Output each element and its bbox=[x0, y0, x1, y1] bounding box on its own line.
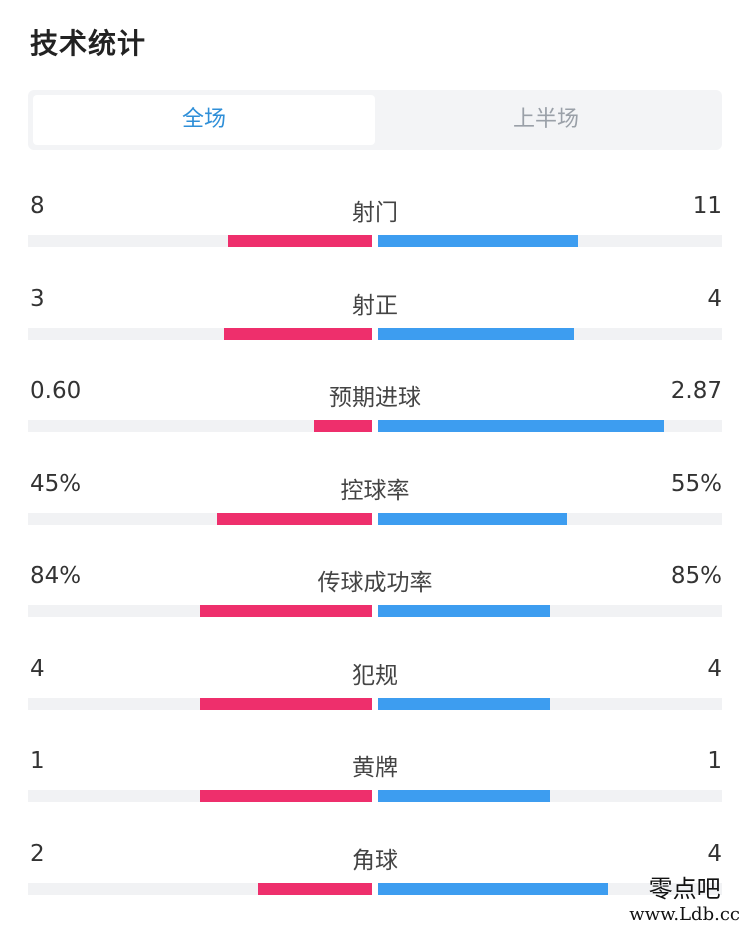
away-bar bbox=[378, 512, 567, 525]
watermark: 零点吧 www.Ldb.cc bbox=[629, 874, 740, 926]
away-value: 85% bbox=[670, 563, 722, 589]
away-value: 11 bbox=[692, 193, 722, 219]
away-bar-track bbox=[378, 327, 722, 340]
stat-row: 84% 传球成功率 85% bbox=[0, 563, 750, 643]
home-value: 84% bbox=[30, 563, 82, 589]
home-bar bbox=[200, 790, 372, 802]
away-bar bbox=[378, 790, 550, 802]
home-bar-track bbox=[28, 512, 372, 525]
home-bar-track bbox=[28, 790, 372, 802]
home-bar-track bbox=[28, 605, 372, 617]
stat-name: 射正 bbox=[352, 292, 398, 319]
away-value: 55% bbox=[670, 470, 722, 497]
away-bar bbox=[378, 882, 608, 895]
away-bar bbox=[378, 327, 574, 340]
home-bar-track bbox=[28, 327, 372, 340]
away-value: 1 bbox=[707, 748, 722, 774]
home-bar bbox=[200, 605, 372, 617]
away-bar-track bbox=[378, 235, 722, 247]
home-bar-track bbox=[28, 235, 372, 247]
home-value: 3 bbox=[30, 285, 45, 312]
away-bar-track bbox=[378, 697, 722, 710]
stat-row: 8 射门 11 bbox=[0, 193, 750, 273]
period-tabs: 全场 上半场 bbox=[28, 90, 722, 150]
stat-row: 45% 控球率 55% bbox=[0, 471, 750, 551]
away-value: 4 bbox=[707, 285, 722, 312]
stat-name: 犯规 bbox=[352, 662, 398, 689]
watermark-logo-text: 零点吧 bbox=[648, 875, 721, 903]
page-title: 技术统计 bbox=[30, 27, 147, 60]
home-bar bbox=[258, 882, 372, 895]
home-bar bbox=[314, 420, 372, 432]
away-bar bbox=[378, 605, 550, 617]
stat-name: 黄牌 bbox=[352, 755, 398, 781]
away-value: 2.87 bbox=[670, 378, 722, 404]
away-bar bbox=[378, 420, 664, 432]
away-bar-track bbox=[378, 882, 722, 895]
home-bar bbox=[228, 235, 372, 247]
home-value: 0.60 bbox=[30, 378, 82, 404]
stat-name: 控球率 bbox=[340, 477, 410, 504]
home-value: 45% bbox=[30, 470, 82, 497]
away-bar-track bbox=[378, 512, 722, 525]
watermark-url: www.Ldb.cc bbox=[629, 904, 740, 925]
away-bar-track bbox=[378, 605, 722, 617]
away-bar bbox=[378, 697, 550, 710]
stat-row: 4 犯规 4 bbox=[0, 656, 750, 736]
stat-name: 传球成功率 bbox=[317, 570, 433, 596]
stat-row: 0.60 预期进球 2.87 bbox=[0, 378, 750, 458]
home-bar bbox=[200, 697, 372, 710]
home-bar bbox=[224, 327, 372, 340]
stat-row: 3 射正 4 bbox=[0, 286, 750, 366]
home-bar-track bbox=[28, 420, 372, 432]
home-value: 4 bbox=[30, 655, 45, 682]
home-value: 1 bbox=[30, 748, 45, 774]
home-bar bbox=[217, 512, 372, 525]
home-value: 8 bbox=[30, 193, 45, 219]
stat-name: 射门 bbox=[352, 200, 398, 226]
stat-name: 预期进球 bbox=[329, 385, 421, 411]
away-bar bbox=[378, 235, 578, 247]
home-value: 2 bbox=[30, 840, 45, 867]
tab-full-match[interactable]: 全场 bbox=[33, 95, 375, 145]
home-bar-track bbox=[28, 882, 372, 895]
home-bar-track bbox=[28, 697, 372, 710]
stat-row: 2 角球 4 bbox=[0, 841, 750, 921]
away-bar-track bbox=[378, 790, 722, 802]
stat-name: 角球 bbox=[352, 847, 398, 874]
tab-first-half[interactable]: 上半场 bbox=[512, 107, 579, 132]
away-bar-track bbox=[378, 420, 722, 432]
away-value: 4 bbox=[707, 840, 722, 867]
stat-row: 1 黄牌 1 bbox=[0, 748, 750, 828]
away-value: 4 bbox=[707, 655, 722, 682]
